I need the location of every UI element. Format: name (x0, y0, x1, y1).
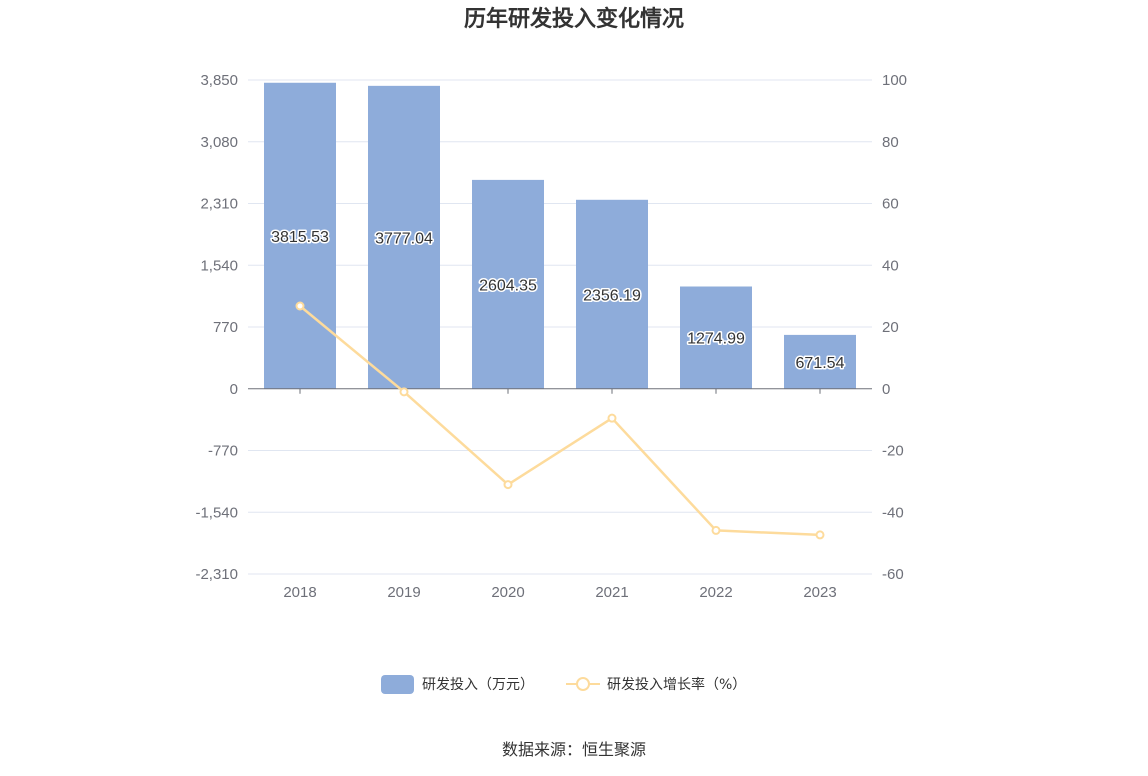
bar-labels: 3815.53 3777.04 2604.35 2356.19 1274.99 671.5… (270, 227, 846, 373)
x-tick-label: 2019 (387, 584, 420, 601)
line-series (295, 301, 825, 540)
right-tick-label: -40 (882, 504, 904, 521)
line-point (503, 480, 513, 490)
x-tick-label: 2023 (803, 584, 836, 601)
x-tick-label: 2020 (491, 584, 524, 601)
right-tick-label: -60 (882, 566, 904, 583)
bar-value-label: 2604.35 (479, 277, 537, 294)
legend-bar-label[interactable]: 研发投入（万元） (422, 677, 534, 693)
left-tick-label: 3,850 (200, 72, 238, 89)
left-tick-label: -1,540 (195, 504, 238, 521)
left-axis: 3,850 3,080 2,310 1,540 770 0 -770 -1,540 -2,310 (195, 72, 238, 583)
bar (680, 286, 752, 389)
x-tick-label: 2022 (699, 584, 732, 601)
bar (264, 82, 336, 389)
legend-line-label[interactable]: 研发投入增长率（%） (607, 676, 746, 693)
line-point (607, 413, 617, 423)
grid-lines (248, 79, 872, 575)
left-tick-label: 3,080 (200, 134, 238, 151)
right-tick-label: 40 (882, 257, 899, 274)
bar (576, 199, 648, 389)
right-tick-label: 20 (882, 319, 899, 336)
left-tick-label: -2,310 (195, 566, 238, 583)
line-point (295, 301, 305, 311)
left-tick-label: -770 (208, 443, 238, 460)
line-point (711, 525, 721, 535)
right-tick-label: 100 (882, 72, 907, 89)
bar (472, 179, 544, 389)
left-tick-label: 1,540 (200, 257, 238, 274)
x-axis: 2018 2019 2020 2021 2022 2023 (248, 388, 872, 601)
bar-value-label: 671.54 (796, 355, 845, 372)
left-tick-label: 0 (230, 381, 238, 398)
source-note: 数据来源：恒生聚源 (502, 740, 646, 759)
line-point (815, 530, 825, 540)
right-tick-label: 0 (882, 381, 890, 398)
legend-line-marker[interactable] (576, 677, 590, 691)
right-axis: 100 80 60 40 20 0 -20 -40 -60 (882, 72, 907, 583)
right-tick-label: 60 (882, 196, 899, 213)
left-tick-label: 770 (213, 319, 238, 336)
right-tick-label: -20 (882, 443, 904, 460)
legend-bar-swatch[interactable] (381, 675, 414, 694)
x-tick-label: 2018 (283, 584, 316, 601)
bar (784, 334, 856, 389)
x-tick-label: 2021 (595, 584, 628, 601)
chart-title: 历年研发投入变化情况 (464, 6, 684, 32)
bar-value-label: 1274.99 (687, 331, 745, 348)
legend: 研发投入（万元） 研发投入增长率（%） (381, 675, 746, 694)
line-path (299, 305, 821, 537)
bar-series (264, 82, 856, 389)
bar-value-label: 2356.19 (583, 287, 641, 304)
left-tick-label: 2,310 (200, 196, 238, 213)
line-point (399, 387, 409, 397)
bar-value-label: 3777.04 (375, 230, 433, 247)
bar (368, 85, 440, 389)
right-tick-label: 80 (882, 134, 899, 151)
bar-value-label: 3815.53 (271, 229, 329, 246)
